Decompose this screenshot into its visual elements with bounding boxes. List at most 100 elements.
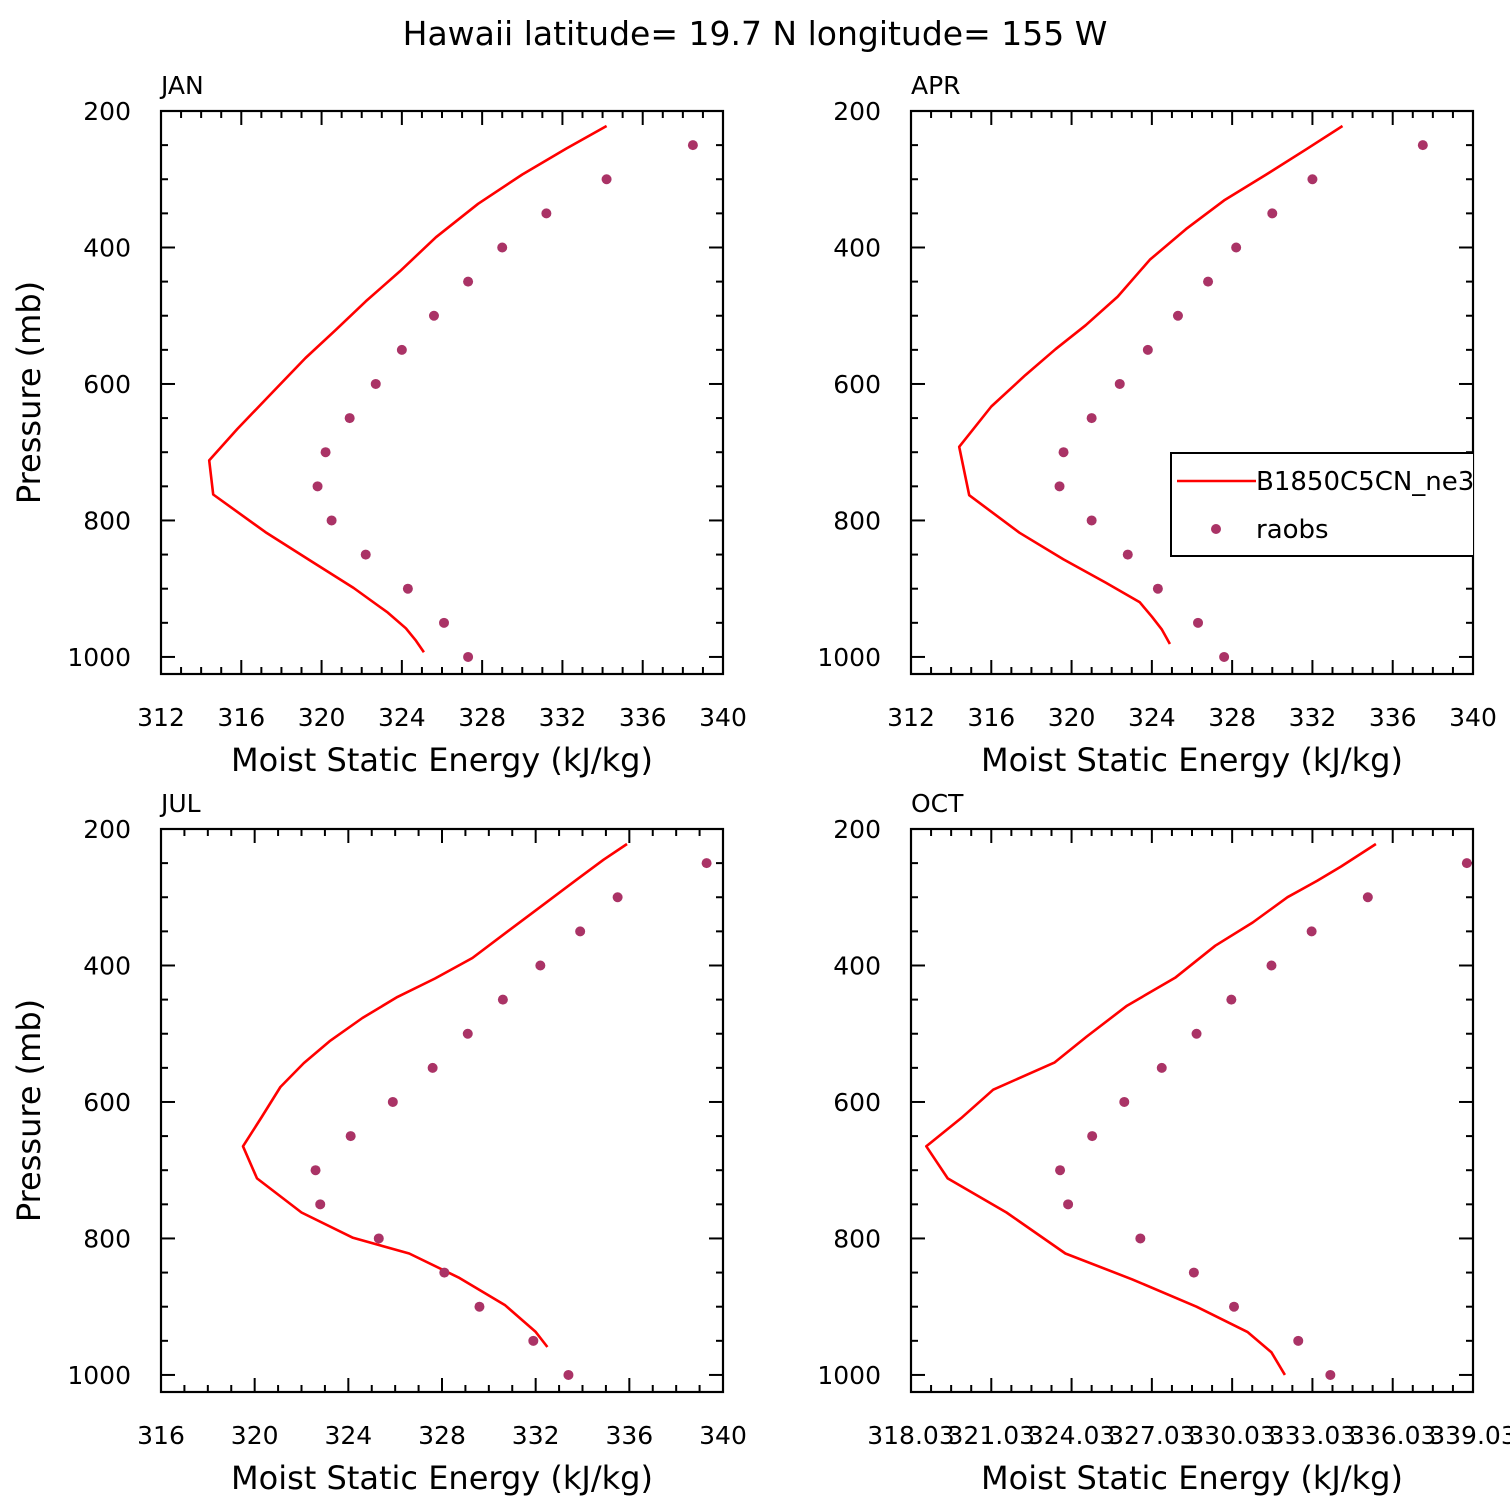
data-point-raobs: [1114, 378, 1125, 389]
x-tick-label: 324: [378, 703, 426, 732]
data-point-raobs: [344, 413, 355, 424]
data-point-raobs: [428, 310, 439, 321]
x-tick-label: 332: [1289, 703, 1337, 732]
data-point-raobs: [345, 1131, 356, 1142]
x-tick-label: 332: [539, 703, 587, 732]
x-tick-label: 320: [231, 1421, 279, 1450]
data-point-raobs: [1054, 481, 1065, 492]
y-tick-label: 400: [83, 951, 131, 980]
data-point-raobs: [563, 1369, 574, 1380]
y-tick-label: 200: [83, 97, 131, 126]
x-tick-label: 318.03: [867, 1421, 954, 1450]
data-point-raobs: [1417, 140, 1428, 151]
y-tick-label: 600: [833, 370, 881, 399]
data-point-raobs: [1156, 1062, 1167, 1073]
data-point-raobs: [1307, 174, 1318, 185]
y-tick-label: 200: [833, 815, 881, 844]
x-tick-label: 316: [967, 703, 1015, 732]
data-point-raobs: [474, 1301, 485, 1312]
data-point-raobs: [370, 378, 381, 389]
panel-label: OCT: [911, 789, 964, 818]
data-point-raobs: [396, 344, 407, 355]
y-tick-label: 600: [83, 1088, 131, 1117]
y-tick-label: 800: [83, 1224, 131, 1253]
data-point-raobs: [1152, 583, 1163, 594]
panel-oct: OCT318.03321.03324.03327.03330.03333.033…: [817, 789, 1510, 1497]
data-point-raobs: [1293, 1335, 1304, 1346]
x-tick-label: 328: [418, 1421, 466, 1450]
x-tick-label: 316: [217, 703, 265, 732]
plot-frame: [909, 827, 1475, 1394]
data-point-raobs: [463, 651, 474, 662]
data-point-raobs: [462, 1028, 473, 1039]
data-point-raobs: [535, 960, 546, 971]
y-tick-label: 800: [83, 506, 131, 535]
y-axis-label: Pressure (mb): [10, 999, 48, 1222]
panel-jan: JAN 312 316 320 324 328 332 336 340 200 400 600 800 1…: [10, 71, 747, 779]
x-axis-label: Moist Static Energy (kJ/kg): [231, 741, 653, 779]
x-tick-label: 324: [324, 1421, 372, 1450]
x-tick-label: 324: [1128, 703, 1176, 732]
y-tick-label: 400: [83, 233, 131, 262]
x-tick-label: 330.03: [1188, 1421, 1275, 1450]
y-tick-label: 1000: [817, 643, 881, 672]
y-tick-label: 200: [833, 97, 881, 126]
panel-label: JAN: [159, 71, 204, 100]
x-tick-label: 333.03: [1269, 1421, 1356, 1450]
data-point-raobs: [1267, 208, 1278, 219]
x-tick-label: 324.03: [1028, 1421, 1115, 1450]
x-tick-label: 316: [137, 1421, 185, 1450]
x-axis-label: Moist Static Energy (kJ/kg): [231, 1459, 653, 1497]
data-point-raobs: [360, 549, 371, 560]
plot-frame: [909, 109, 1475, 676]
data-point-raobs: [439, 617, 450, 628]
data-point-raobs: [1087, 1131, 1098, 1142]
y-tick-label: 800: [833, 1224, 881, 1253]
data-point-raobs: [701, 858, 712, 869]
plot-frame: [159, 109, 725, 676]
x-axis-label: Moist Static Energy (kJ/kg): [981, 741, 1403, 779]
data-point-raobs: [1188, 1267, 1199, 1278]
data-point-raobs: [310, 1165, 321, 1176]
data-point-raobs: [320, 447, 331, 458]
panel-label: JUL: [159, 789, 201, 818]
data-point-raobs: [1142, 344, 1153, 355]
data-point-raobs: [1231, 242, 1242, 253]
data-point-raobs: [1266, 960, 1277, 971]
y-tick-label: 400: [833, 951, 881, 980]
data-point-raobs: [1229, 1301, 1240, 1312]
data-point-raobs: [1325, 1369, 1336, 1380]
data-point-raobs: [1193, 617, 1204, 628]
y-tick-label: 1000: [67, 643, 131, 672]
panel-apr: APR 312 316 320 324 328 332 336 340 200 400 600 800 1…: [817, 71, 1497, 779]
figure-title: Hawaii latitude= 19.7 N longitude= 155 W: [403, 14, 1108, 53]
x-tick-label: 340: [1449, 703, 1497, 732]
plot-frame: [159, 827, 725, 1394]
x-tick-label: 336.03: [1349, 1421, 1436, 1450]
data-point-raobs: [575, 926, 586, 937]
y-tick-label: 600: [83, 370, 131, 399]
y-tick-label: 400: [833, 233, 881, 262]
y-tick-label: 1000: [67, 1361, 131, 1390]
data-point-raobs: [1086, 515, 1097, 526]
x-tick-label: 312: [137, 703, 185, 732]
data-point-raobs: [373, 1233, 384, 1244]
y-axis-label: Pressure (mb): [10, 281, 48, 504]
plot-area: [957, 124, 1428, 662]
data-point-raobs: [687, 140, 698, 151]
x-tick-label: 320: [298, 703, 346, 732]
series-line-b1850c5cn-ne3: [957, 124, 1344, 645]
panel-jul: JUL 316 320 324 328 332 336 340 200 400 600 800 1000…: [10, 789, 747, 1497]
x-tick-label: 312: [887, 703, 935, 732]
data-point-raobs: [1055, 1165, 1066, 1176]
panel-label: APR: [911, 71, 961, 100]
data-point-raobs: [497, 994, 508, 1005]
data-point-raobs: [497, 242, 508, 253]
x-tick-label: 336: [619, 703, 667, 732]
data-point-raobs: [528, 1335, 539, 1346]
data-point-raobs: [1122, 549, 1133, 560]
legend-entry-label: B1850C5CN_ne3: [1256, 467, 1474, 497]
x-tick-label: 340: [699, 1421, 747, 1450]
